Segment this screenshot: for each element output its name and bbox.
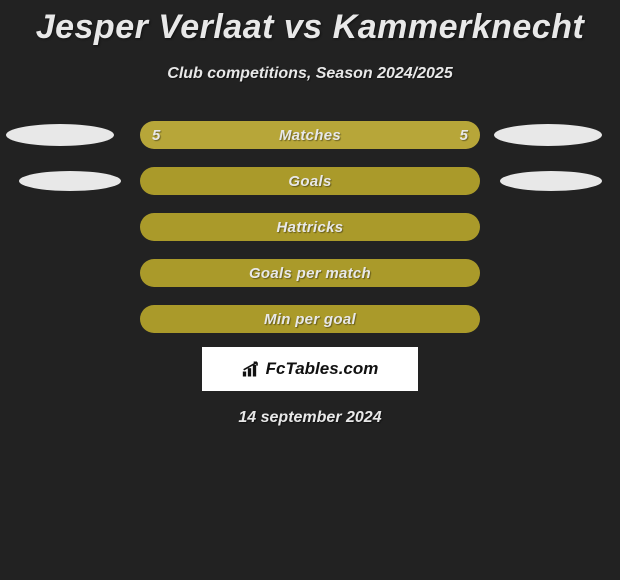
left-ellipse [6,124,114,146]
stat-bar: Hattricks [140,213,480,241]
stat-label: Min per goal [264,311,356,328]
stat-row: Goals [0,167,620,195]
stat-label: Goals per match [249,265,371,282]
page-title: Jesper Verlaat vs Kammerknecht [0,0,620,47]
brand-text: FcTables.com [266,359,379,379]
right-ellipse [494,124,602,146]
left-ellipse [19,171,121,191]
stat-value-left: 5 [152,127,160,144]
stat-bar: Goals [140,167,480,195]
stat-label: Goals [288,173,331,190]
bar-chart-arrow-icon [242,360,262,378]
footer-date: 14 september 2024 [0,409,620,427]
stat-bar: Goals per match [140,259,480,287]
stat-label: Hattricks [277,219,344,236]
stat-row: Goals per match [0,259,620,287]
stat-row: Hattricks [0,213,620,241]
stat-rows-container: 5 Matches 5 Goals Hattricks Goals per match Mi… [0,121,620,333]
stat-row: 5 Matches 5 [0,121,620,149]
stat-bar: 5 Matches 5 [140,121,480,149]
stat-value-right: 5 [460,127,468,144]
brand-box: FcTables.com [202,347,418,391]
brand-label: FcTables.com [242,359,379,379]
subtitle: Club competitions, Season 2024/2025 [0,65,620,83]
stat-row: Min per goal [0,305,620,333]
stat-bar: Min per goal [140,305,480,333]
stat-label: Matches [279,127,341,144]
right-ellipse [500,171,602,191]
